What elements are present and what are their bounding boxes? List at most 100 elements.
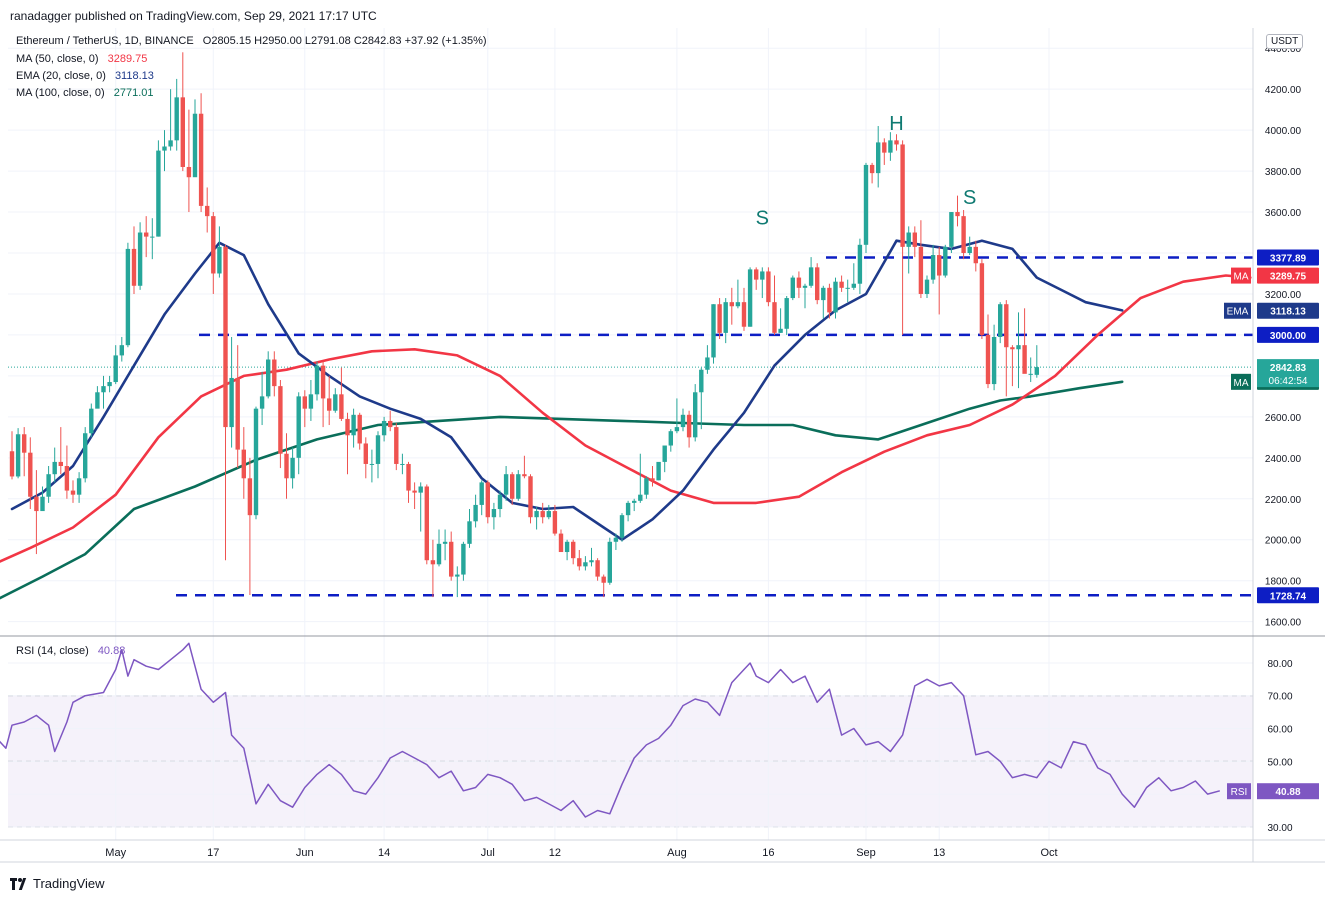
candle-body[interactable] bbox=[150, 236, 155, 238]
candle-body[interactable] bbox=[632, 500, 637, 503]
candle-body[interactable] bbox=[351, 414, 356, 436]
candle-body[interactable] bbox=[821, 287, 826, 301]
candle-body[interactable] bbox=[808, 267, 814, 286]
candle-body[interactable] bbox=[723, 302, 728, 333]
candle-body[interactable] bbox=[52, 461, 57, 475]
candle-body[interactable] bbox=[961, 216, 966, 254]
candle-body[interactable] bbox=[839, 281, 844, 288]
candle-body[interactable] bbox=[644, 478, 649, 495]
candle-body[interactable] bbox=[296, 396, 301, 458]
candle-body[interactable] bbox=[863, 164, 869, 245]
candle-body[interactable] bbox=[674, 427, 680, 432]
candle-body[interactable] bbox=[510, 474, 515, 499]
candle-body[interactable] bbox=[461, 543, 466, 575]
candle-body[interactable] bbox=[363, 443, 368, 464]
candle-body[interactable] bbox=[564, 541, 570, 553]
candle-body[interactable] bbox=[302, 396, 307, 409]
candle-body[interactable] bbox=[70, 490, 76, 495]
candle-body[interactable] bbox=[327, 398, 332, 411]
candle-body[interactable] bbox=[705, 357, 710, 370]
candle-body[interactable] bbox=[784, 298, 789, 329]
candle-body[interactable] bbox=[729, 302, 734, 307]
price-tag-box[interactable] bbox=[1257, 249, 1319, 266]
candle-body[interactable] bbox=[516, 474, 521, 499]
candle-body[interactable] bbox=[943, 246, 948, 276]
candle-body[interactable] bbox=[686, 414, 692, 438]
candle-body[interactable] bbox=[442, 541, 448, 544]
candle-body[interactable] bbox=[162, 146, 167, 151]
candle-body[interactable] bbox=[595, 560, 600, 577]
candle-body[interactable] bbox=[869, 164, 875, 174]
candle-body[interactable] bbox=[357, 414, 362, 444]
candle-body[interactable] bbox=[638, 494, 643, 501]
candle-body[interactable] bbox=[144, 232, 149, 237]
candle-body[interactable] bbox=[229, 377, 234, 428]
candle-body[interactable] bbox=[650, 478, 655, 481]
candle-body[interactable] bbox=[241, 449, 246, 479]
candle-body[interactable] bbox=[778, 328, 783, 333]
candle-body[interactable] bbox=[253, 408, 259, 516]
candle-body[interactable] bbox=[589, 560, 594, 563]
candle-body[interactable] bbox=[400, 463, 405, 465]
candle-body[interactable] bbox=[28, 452, 33, 497]
candle-body[interactable] bbox=[912, 232, 917, 247]
candle-body[interactable] bbox=[247, 478, 253, 516]
price-tag-box[interactable] bbox=[1257, 267, 1319, 284]
candle-body[interactable] bbox=[924, 279, 930, 294]
candle-body[interactable] bbox=[22, 434, 27, 453]
candle-body[interactable] bbox=[272, 359, 277, 387]
legend-ma100-row[interactable]: MA (100, close, 0) 2771.01 bbox=[16, 87, 153, 99]
candle-body[interactable] bbox=[851, 283, 856, 288]
candle-body[interactable] bbox=[619, 515, 625, 538]
candle-body[interactable] bbox=[455, 574, 460, 577]
candle-body[interactable] bbox=[9, 451, 15, 477]
candle-body[interactable] bbox=[15, 434, 21, 477]
legend-symbol[interactable]: Ethereum / TetherUS, 1D, BINANCE bbox=[16, 35, 194, 47]
candle-body[interactable] bbox=[174, 97, 179, 141]
legend-ema20-row[interactable]: EMA (20, close, 0) 3118.13 bbox=[16, 70, 154, 82]
candle-body[interactable] bbox=[833, 281, 838, 313]
candle-body[interactable] bbox=[284, 453, 289, 479]
rsi-tag-box[interactable] bbox=[1257, 783, 1319, 800]
candle-body[interactable] bbox=[58, 461, 63, 467]
candle-body[interactable] bbox=[345, 418, 350, 436]
candle-body[interactable] bbox=[308, 394, 314, 409]
candle-body[interactable] bbox=[491, 509, 497, 518]
candle-body[interactable] bbox=[876, 142, 881, 174]
candle-body[interactable] bbox=[266, 359, 271, 397]
candle-body[interactable] bbox=[949, 212, 954, 247]
candle-body[interactable] bbox=[741, 302, 747, 327]
candle-body[interactable] bbox=[186, 166, 192, 178]
candle-body[interactable] bbox=[607, 541, 612, 583]
candle-body[interactable] bbox=[857, 244, 863, 284]
candle-body[interactable] bbox=[168, 140, 173, 147]
candle-body[interactable] bbox=[449, 541, 454, 577]
candle-body[interactable] bbox=[815, 267, 820, 301]
candle-body[interactable] bbox=[906, 232, 911, 247]
candle-body[interactable] bbox=[205, 205, 210, 217]
candle-body[interactable] bbox=[1010, 347, 1015, 350]
candle-body[interactable] bbox=[747, 269, 753, 327]
candle-body[interactable] bbox=[125, 248, 131, 346]
candle-body[interactable] bbox=[900, 144, 905, 247]
candle-body[interactable] bbox=[259, 396, 265, 409]
candle-body[interactable] bbox=[979, 263, 985, 335]
candle-body[interactable] bbox=[937, 255, 942, 276]
candle-body[interactable] bbox=[76, 478, 82, 495]
candle-body[interactable] bbox=[369, 463, 375, 465]
candle-body[interactable] bbox=[320, 365, 326, 399]
candle-body[interactable] bbox=[381, 420, 387, 436]
candle-body[interactable] bbox=[668, 431, 673, 446]
candle-body[interactable] bbox=[211, 216, 216, 274]
candle-body[interactable] bbox=[119, 345, 124, 356]
candle-body[interactable] bbox=[760, 271, 765, 280]
candle-body[interactable] bbox=[558, 533, 564, 553]
candle-body[interactable] bbox=[522, 474, 527, 477]
candle-body[interactable] bbox=[991, 336, 997, 385]
candle-body[interactable] bbox=[46, 474, 51, 497]
candle-body[interactable] bbox=[473, 504, 478, 522]
candle-body[interactable] bbox=[528, 476, 533, 518]
candle-body[interactable] bbox=[418, 486, 423, 493]
candle-body[interactable] bbox=[235, 377, 240, 450]
candle-body[interactable] bbox=[339, 394, 344, 419]
